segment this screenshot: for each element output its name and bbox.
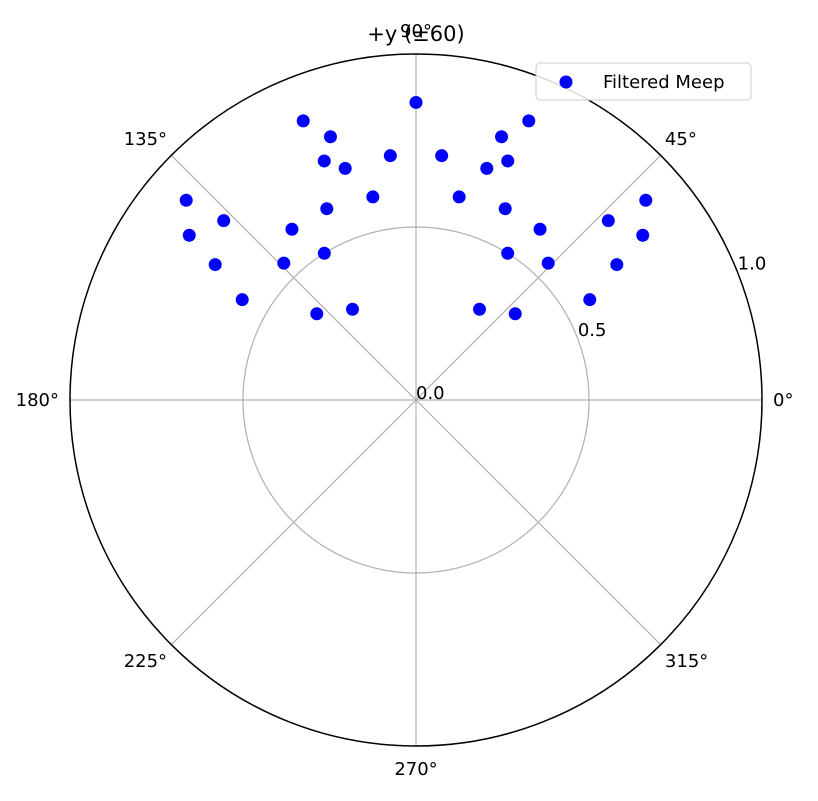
legend-frame (535, 62, 752, 101)
data-point (179, 193, 193, 207)
r-gridcircle-0-5 (242, 226, 590, 574)
theta-tick-label-135: 135° (124, 129, 167, 150)
legend-label-filtered-meep: Filtered Meep (603, 72, 725, 93)
polar-frame (69, 53, 763, 747)
data-point (323, 130, 337, 144)
data-point (317, 246, 331, 260)
data-point (601, 214, 615, 228)
data-point (498, 202, 512, 216)
legend: Filtered Meep (535, 62, 752, 101)
data-point (208, 258, 222, 272)
data-point (533, 222, 547, 236)
theta-tick-label-0: 0° (773, 390, 793, 411)
data-point (435, 149, 449, 163)
tick-layer: 0° 45° 90° 135° 180° 225° 270° 315° 0.0 0.5 1.0 (16, 21, 794, 780)
data-point (583, 293, 597, 307)
data-point (610, 258, 624, 272)
data-point (182, 228, 196, 242)
legend-marker (559, 75, 573, 89)
data-point (501, 154, 515, 168)
theta-tick-label-90: 90° (400, 21, 432, 42)
data-point (310, 307, 324, 321)
data-point (217, 214, 231, 228)
data-point (508, 307, 522, 321)
data-point (383, 149, 397, 163)
theta-tick-label-270: 270° (394, 759, 437, 780)
r-tick-label-0: 0.0 (416, 383, 445, 404)
theta-tick-label-225: 225° (124, 651, 167, 672)
data-point (317, 154, 331, 168)
data-point (409, 95, 423, 109)
theta-tick-label-180: 180° (16, 390, 59, 411)
data-point (452, 190, 466, 204)
point-layer (179, 95, 653, 321)
data-point (366, 190, 380, 204)
data-point (473, 302, 487, 316)
r-tick-label-0-5: 0.5 (578, 320, 607, 341)
data-point (345, 302, 359, 316)
data-point (522, 114, 536, 128)
data-point (495, 130, 509, 144)
theta-tick-label-315: 315° (665, 651, 708, 672)
data-point (320, 202, 334, 216)
data-point (501, 246, 515, 260)
data-point (639, 193, 653, 207)
theta-tick-label-45: 45° (665, 129, 697, 150)
grid-layer (69, 53, 763, 747)
chart-title: +y (±60) (367, 22, 464, 46)
data-point (277, 256, 291, 270)
r-tick-label-1: 1.0 (738, 254, 767, 275)
data-point (296, 114, 310, 128)
data-point (235, 293, 249, 307)
data-point (338, 161, 352, 175)
data-point (480, 161, 494, 175)
data-point (285, 222, 299, 236)
data-point (636, 228, 650, 242)
data-point (541, 256, 555, 270)
